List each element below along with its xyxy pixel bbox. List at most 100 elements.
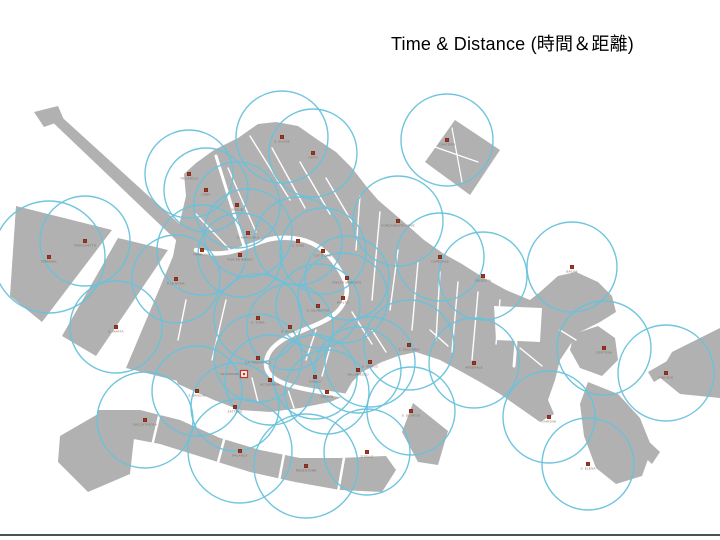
- canal: [214, 154, 246, 248]
- stop-label: RIALTO: [337, 301, 349, 305]
- coverage-circle: [541, 417, 635, 511]
- canal-segment: [355, 195, 361, 251]
- coverage-circle: [131, 234, 221, 324]
- stop-label: S. TOMA: [251, 321, 265, 325]
- canal-segment: [451, 127, 463, 183]
- stop-label: FERROVIA: [194, 253, 211, 257]
- stop-label: RIVA DE BIASIO: [227, 258, 253, 262]
- canal-segment: [351, 311, 373, 345]
- stop-marker: [256, 316, 260, 320]
- highlight-label: CA' FOSCARI: [220, 372, 239, 376]
- stop-label: TRONCHETTO: [74, 244, 97, 248]
- stop-marker: [356, 368, 360, 372]
- stop-marker: [187, 172, 191, 176]
- canal-segment: [150, 410, 162, 448]
- coverage-circle: [253, 413, 359, 519]
- coverage-circle: [275, 263, 361, 349]
- stop-label: SALUTE: [321, 395, 334, 399]
- stop-marker: [481, 274, 485, 278]
- coverage-circle: [617, 324, 715, 422]
- coverage-circle: [144, 129, 234, 219]
- slide-bottom-edge-line: [0, 534, 720, 536]
- coverage-circle: [224, 334, 316, 426]
- stop-marker: [233, 405, 237, 409]
- stop-marker: [235, 203, 239, 207]
- stop-marker: [238, 253, 242, 257]
- coverage-circle: [213, 273, 303, 363]
- canal-segment: [411, 261, 419, 331]
- stop-marker: [311, 151, 315, 155]
- stop-marker: [246, 231, 250, 235]
- stop-marker: [296, 239, 300, 243]
- land-mass: [10, 206, 112, 322]
- stop-marker: [409, 409, 413, 413]
- coverage-circle: [556, 300, 652, 396]
- coverage-circle: [438, 231, 528, 321]
- stop-label: CA' REZZONICO: [245, 361, 271, 365]
- coverage-circle: [156, 204, 248, 296]
- stop-label: S. ZACCARIA: [398, 348, 419, 352]
- canal-segment: [505, 319, 539, 331]
- stop-label: ZITELLE: [360, 455, 373, 459]
- coverage-circle: [187, 398, 293, 504]
- stop-marker: [570, 265, 574, 269]
- coverage-circle: [203, 188, 293, 278]
- stop-label: S. STAE: [292, 244, 305, 248]
- stop-marker: [547, 415, 551, 419]
- stop-label: S. MARCO: [362, 365, 379, 369]
- stop-label: S. ALVISE: [274, 140, 290, 144]
- stop-label: PALANCA: [232, 454, 247, 458]
- coverage-circle: [304, 235, 390, 321]
- coverage-circle: [502, 370, 596, 464]
- coverage-circle: [0, 200, 106, 314]
- canal-segment: [276, 452, 286, 488]
- coverage-circle: [400, 93, 494, 187]
- coverage-circle: [151, 345, 243, 437]
- coverage-circle: [526, 221, 618, 313]
- canal-segment: [299, 161, 331, 215]
- coverage-circle: [246, 283, 334, 371]
- land-mass: [58, 414, 136, 492]
- stop-marker: [445, 138, 449, 142]
- stop-marker: [83, 239, 87, 243]
- stop-label: VIGNOLE: [659, 376, 674, 380]
- slide-title: Time & Distance (時間＆距離): [391, 34, 634, 54]
- land-mass: [164, 122, 616, 422]
- land-mass: [94, 410, 396, 492]
- canal-segment: [451, 281, 459, 353]
- stop-marker: [321, 249, 325, 253]
- stop-marker: [316, 304, 320, 308]
- stop-label: FONDAMENTE NOVE: [381, 224, 414, 228]
- canal-segment: [251, 377, 259, 403]
- canal-segment: [429, 329, 449, 347]
- stop-label: CIMITERO: [439, 143, 456, 147]
- stop-marker: [396, 219, 400, 223]
- canal-segment: [249, 135, 291, 201]
- coverage-circle: [235, 90, 329, 184]
- coverage-circle: [197, 212, 283, 298]
- stop-marker: [407, 343, 411, 347]
- stop-marker: [200, 248, 204, 252]
- stop-label: S. MARCUOLA: [237, 236, 260, 240]
- canal-segment: [519, 347, 543, 367]
- stop-marker: [472, 361, 476, 365]
- stop-label: REDENTORE: [296, 469, 317, 473]
- stop-label: TRE ARCHI: [180, 177, 198, 181]
- coverage-circle: [323, 408, 411, 496]
- coverage-circle: [297, 252, 389, 344]
- coverage-circle: [96, 371, 194, 469]
- canal-segment: [177, 299, 187, 341]
- highlight-marker-dot: [242, 372, 246, 376]
- stop-label: OSPEDALE: [431, 260, 449, 264]
- stop-label: CELESTIA: [475, 279, 491, 283]
- coverage-circle: [193, 161, 281, 249]
- canal-segment: [559, 329, 577, 341]
- stop-marker: [602, 346, 606, 350]
- coverage-circle: [324, 316, 416, 408]
- coverage-circle: [363, 299, 455, 391]
- canal-segment: [336, 456, 346, 494]
- canal-segment: [271, 147, 306, 209]
- land-mass: [626, 424, 660, 464]
- coverage-circle: [279, 207, 367, 295]
